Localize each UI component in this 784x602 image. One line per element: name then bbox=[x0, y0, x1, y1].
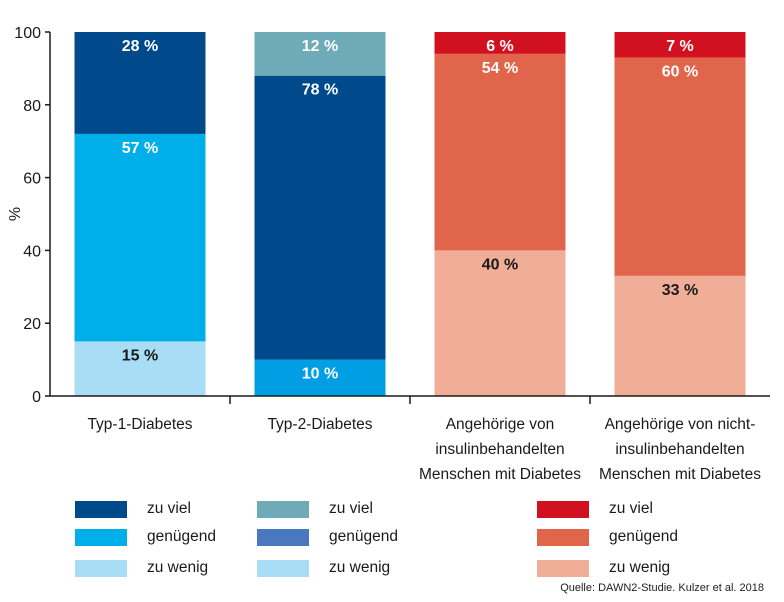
y-tick-label: 60 bbox=[23, 171, 41, 188]
bar-segment bbox=[434, 32, 566, 54]
data-label: 57 % bbox=[122, 140, 158, 157]
bar-segment bbox=[434, 53, 566, 251]
data-label: 10 % bbox=[302, 366, 338, 383]
source-note: Quelle: DAWN2-Studie. Kulzer et al. 2018 bbox=[560, 582, 764, 594]
bar-segment bbox=[614, 57, 746, 276]
category-label: Typ-1-Diabetes bbox=[87, 416, 192, 433]
category-label: insulinbehandelten bbox=[615, 441, 744, 458]
bar-segment bbox=[614, 32, 746, 58]
bar-segment bbox=[434, 250, 566, 396]
bar-segment bbox=[74, 32, 206, 134]
data-label: 54 % bbox=[482, 60, 518, 77]
y-tick-label: 0 bbox=[32, 389, 41, 406]
data-label: 60 % bbox=[662, 63, 698, 80]
y-tick-label: 20 bbox=[23, 316, 41, 333]
bar-segment bbox=[614, 275, 746, 396]
bar-segment bbox=[254, 75, 386, 360]
category-label: Angehörige von bbox=[446, 416, 555, 433]
bar-segment bbox=[254, 32, 386, 76]
category-label: Typ-2-Diabetes bbox=[267, 416, 372, 433]
data-label: 12 % bbox=[302, 38, 338, 55]
data-label: 15 % bbox=[122, 347, 158, 364]
y-tick-label: 40 bbox=[23, 243, 41, 260]
data-label: 33 % bbox=[662, 282, 698, 299]
y-axis-label: % bbox=[7, 207, 24, 221]
bar-segment bbox=[254, 359, 386, 396]
category-label: Menschen mit Diabetes bbox=[599, 466, 761, 483]
bar-segment bbox=[74, 133, 206, 342]
category-label: Menschen mit Diabetes bbox=[419, 466, 581, 483]
category-label: Angehörige von nicht- bbox=[605, 416, 756, 433]
bar-segment bbox=[74, 341, 206, 396]
y-tick-label: 80 bbox=[23, 98, 41, 115]
data-label: 78 % bbox=[302, 82, 338, 99]
data-label: 40 % bbox=[482, 256, 518, 273]
y-tick-label: 100 bbox=[14, 25, 41, 42]
data-label: 6 % bbox=[486, 38, 514, 55]
category-label: insulinbehandelten bbox=[435, 441, 564, 458]
data-label: 7 % bbox=[666, 38, 694, 55]
data-label: 28 % bbox=[122, 38, 158, 55]
